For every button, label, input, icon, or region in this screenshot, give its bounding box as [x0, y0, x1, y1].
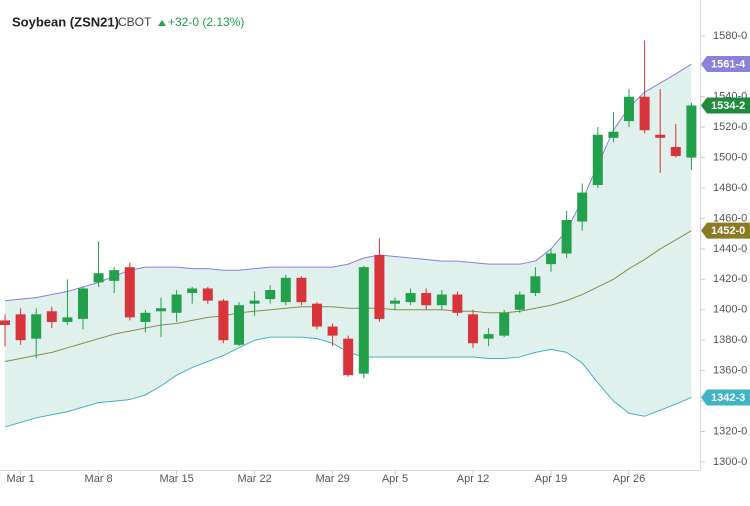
x-tick-label: Mar 1 — [7, 473, 35, 485]
price-tag-label: 1452-0 — [711, 225, 745, 237]
candle-body — [280, 277, 291, 303]
candle-body — [390, 300, 400, 304]
plot-area: Mar 1 Mar 8 Mar 15 Mar 22 Mar 29 Apr 5 Apr 12 A… — [0, 40, 697, 485]
y-tick-label: 1500-0 — [713, 152, 747, 164]
exchange: CBOT — [118, 15, 152, 29]
band-upper — [4, 63, 692, 302]
instrument-title: Soybean (ZSN21) — [12, 14, 119, 29]
candle-body — [436, 294, 447, 306]
price-tag — [701, 222, 750, 239]
candle-body — [577, 192, 588, 222]
up-arrow — [158, 20, 166, 26]
candle-body — [93, 273, 104, 283]
candle-body — [421, 293, 432, 306]
candle-body — [530, 276, 541, 294]
candle-body — [374, 254, 385, 319]
price-tag — [701, 56, 750, 73]
band-fill — [5, 64, 692, 427]
candle-body — [343, 338, 354, 376]
candle-body — [686, 105, 697, 158]
candle-body — [156, 308, 166, 312]
candle-body — [296, 277, 307, 303]
x-tick-label: Mar 8 — [85, 473, 113, 485]
y-tick-label: 1440-0 — [713, 243, 747, 255]
y-tick-label: 1520-0 — [713, 121, 747, 133]
candle-body — [187, 288, 198, 294]
y-tick-label: 1480-0 — [713, 182, 747, 194]
candle-body — [327, 326, 338, 336]
candle-body — [0, 320, 10, 325]
x-tick-label: Apr 26 — [613, 473, 645, 485]
candle-body — [31, 314, 42, 339]
candle-body — [171, 294, 182, 313]
candle-body — [483, 334, 494, 339]
candle-body — [639, 96, 650, 131]
candle-body — [234, 305, 244, 345]
y-tick-label: 1380-0 — [713, 334, 747, 346]
candle-body — [62, 317, 73, 322]
candle-body — [124, 267, 135, 318]
x-tick-label: Mar 15 — [159, 473, 193, 485]
candle-body — [452, 294, 463, 313]
x-tick-label: Apr 12 — [457, 473, 489, 485]
x-tick-label: Mar 29 — [315, 473, 349, 485]
price-change: +32-0 (2.13%) — [168, 15, 244, 29]
price-tag — [701, 389, 750, 406]
y-tick-label: 1400-0 — [713, 304, 747, 316]
candle-body — [468, 314, 478, 344]
price-tag — [701, 97, 750, 114]
candle-body — [249, 300, 260, 304]
candle-body — [358, 267, 369, 374]
candle-body — [265, 289, 276, 300]
price-tag-label: 1561-4 — [711, 58, 746, 70]
y-tick-label: 1420-0 — [713, 273, 747, 285]
price-tags: 1561-4 1534-2 1452-0 1342-3 — [701, 56, 750, 406]
candle-body — [218, 300, 229, 341]
candle-body — [46, 311, 57, 322]
candle-body — [608, 131, 619, 138]
candle-body — [561, 219, 572, 254]
y-tick-label: 1580-0 — [713, 30, 747, 42]
candle-body — [15, 314, 26, 341]
candle-body — [670, 146, 681, 157]
x-tick-label: Apr 19 — [535, 473, 567, 485]
candle-body — [140, 312, 151, 322]
candle-body — [202, 288, 213, 301]
y-tick-label: 1320-0 — [713, 425, 747, 437]
candle-body — [109, 270, 120, 281]
candle-body — [312, 303, 322, 327]
candle-body — [624, 96, 634, 122]
candle-body — [499, 312, 510, 336]
x-tick-label: Apr 5 — [382, 473, 408, 485]
candle-body — [546, 253, 556, 265]
header: Soybean (ZSN21) CBOT +32-0 (2.13%) — [12, 14, 244, 29]
x-tick-label: Mar 22 — [237, 473, 271, 485]
price-tag-label: 1342-3 — [711, 392, 745, 404]
y-tick-label: 1460-0 — [713, 212, 747, 224]
y-tick-label: 1360-0 — [713, 365, 747, 377]
candle-body — [405, 293, 416, 303]
candle-body — [78, 288, 88, 319]
band-middle — [4, 230, 692, 362]
candle-body — [514, 294, 525, 310]
y-tick-label: 1300-0 — [713, 456, 747, 468]
price-tag-label: 1534-2 — [711, 100, 745, 112]
candle-body — [592, 134, 603, 185]
candle-body — [655, 134, 666, 138]
